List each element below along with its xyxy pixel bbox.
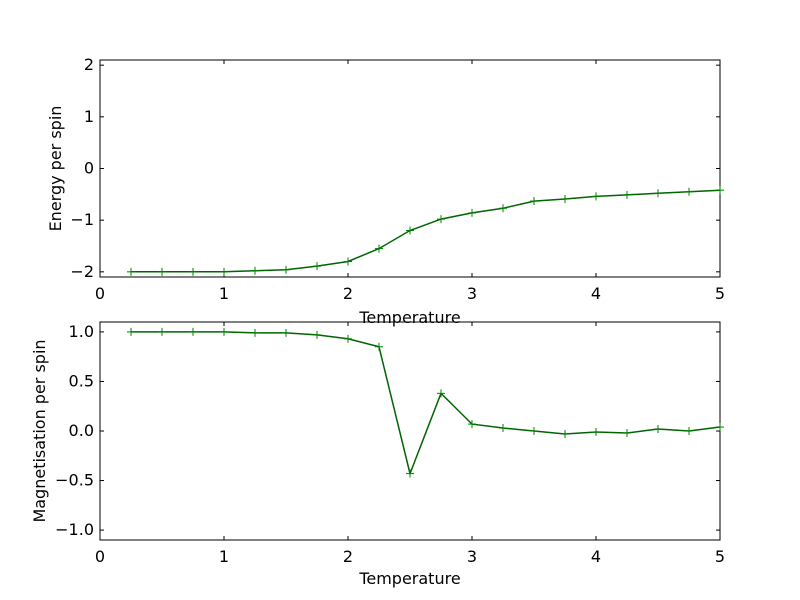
- energy-x-axis-label: Temperature: [358, 308, 460, 327]
- magnetisation-y-tick-label: −0.5: [55, 471, 94, 490]
- magnetisation-y-tick-label: 0.0: [69, 421, 94, 440]
- magnetisation-data-point: [561, 429, 569, 438]
- magnetisation-x-axis-label: Temperature: [358, 569, 460, 588]
- energy-data-point: [468, 208, 476, 217]
- energy-data-point: [654, 189, 662, 198]
- energy-x-tick-label: 5: [715, 284, 725, 303]
- energy-data-point: [375, 244, 383, 253]
- magnetisation-data-point: [716, 423, 724, 432]
- magnetisation-subplot: 0 1 2 3 4 5 1.0 0.5 0.0 −0.5 −1.0 Temperature Magnet…: [30, 321, 725, 588]
- magnetisation-data-point: [251, 328, 259, 337]
- magnetisation-x-tick-label: 4: [591, 547, 601, 566]
- energy-x-tick-label: 2: [343, 284, 353, 303]
- energy-data-point: [592, 192, 600, 201]
- energy-series-line: [131, 189, 721, 273]
- magnetisation-data-point: [313, 330, 321, 339]
- magnetisation-data-point: [406, 469, 414, 478]
- magnetisation-x-tick-label: 3: [467, 547, 477, 566]
- magnetisation-data-point: [375, 342, 383, 351]
- magnetisation-data-point: [530, 427, 538, 435]
- energy-x-tick-label: 3: [467, 284, 477, 303]
- energy-data-point: [406, 226, 414, 235]
- magnetisation-x-tick-label: 5: [715, 547, 725, 566]
- magnetisation-data-point: [499, 424, 507, 433]
- magnetisation-series-line: [131, 331, 721, 477]
- energy-y-tick-label: −2: [70, 262, 94, 281]
- energy-y-tick-label: −1: [70, 210, 94, 229]
- energy-x-tick-label: 1: [219, 284, 229, 303]
- energy-data-point: [437, 215, 445, 224]
- magnetisation-data-point: [220, 327, 228, 336]
- energy-data-point: [499, 204, 507, 213]
- energy-data-point: [127, 267, 135, 276]
- energy-data-point: [251, 266, 259, 275]
- energy-y-tick-label: 0: [84, 159, 94, 178]
- magnetisation-data-point: [158, 327, 166, 336]
- magnetisation-x-tick-label: 2: [343, 547, 353, 566]
- energy-data-point: [282, 265, 290, 274]
- energy-data-point: [561, 194, 569, 203]
- energy-data-point: [313, 262, 321, 271]
- energy-y-axis-label: Energy per spin: [46, 106, 65, 232]
- energy-data-point: [623, 190, 631, 199]
- energy-x-tick-label: 0: [95, 284, 105, 303]
- energy-subplot: 0 1 2 3 4 5 2 1 0 −1 −2 Temperature Energy per spin: [46, 55, 725, 327]
- magnetisation-y-axis-label: Magnetisation per spin: [30, 339, 49, 522]
- magnetisation-data-point: [282, 328, 290, 337]
- magnetisation-data-point: [127, 327, 135, 336]
- magnetisation-x-tick-label: 0: [95, 547, 105, 566]
- energy-x-tick-label: 4: [591, 284, 601, 303]
- magnetisation-data-point: [654, 425, 662, 434]
- magnetisation-y-tick-label: 1.0: [69, 322, 94, 341]
- magnetisation-data-point: [344, 334, 352, 343]
- energy-y-tick-label: 2: [84, 55, 94, 74]
- energy-data-point: [344, 257, 352, 266]
- magnetisation-y-tick-label: −1.0: [55, 520, 94, 539]
- magnetisation-x-tick-label: 1: [219, 547, 229, 566]
- magnetisation-data-point: [623, 428, 631, 437]
- magnetisation-data-point: [592, 427, 600, 436]
- energy-data-point: [158, 267, 166, 276]
- magnetisation-data-point: [437, 389, 445, 398]
- magnetisation-data-point: [468, 420, 476, 429]
- energy-y-tick-label: 1: [84, 107, 94, 126]
- energy-data-point: [716, 186, 724, 195]
- magnetisation-y-tick-label: 0.5: [69, 371, 94, 390]
- energy-data-point: [530, 197, 538, 206]
- magnetisation-data-point: [189, 327, 197, 336]
- energy-data-point: [189, 267, 197, 276]
- energy-data-point: [220, 267, 228, 276]
- magnetisation-data-point: [685, 427, 693, 435]
- energy-data-point: [685, 187, 693, 196]
